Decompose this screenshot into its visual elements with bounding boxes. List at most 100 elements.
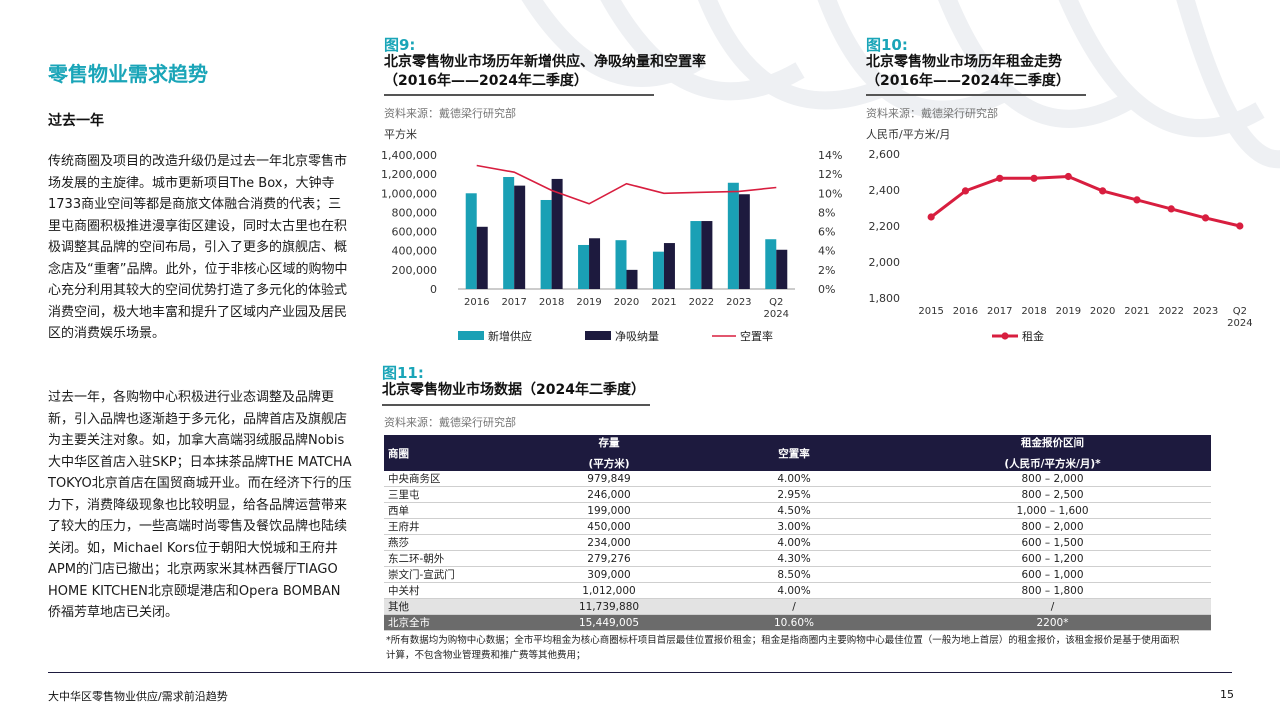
legend-swatch-new-supply bbox=[458, 331, 484, 340]
figure-title: 北京零售物业市场历年新增供应、净吸纳量和空置率 bbox=[384, 54, 706, 70]
cell-stock: 309,000 bbox=[524, 566, 694, 583]
table-row: 三里屯 246,000 2.95% 800 – 2,500 bbox=[384, 486, 1211, 503]
y-tick-label-left: 1,400,000 bbox=[381, 149, 437, 162]
legend-label-vacancy: 空置率 bbox=[740, 329, 773, 343]
cell-stock: 199,000 bbox=[524, 502, 694, 519]
cell-rent: 800 – 1,800 bbox=[894, 582, 1211, 599]
body-paragraph: 过去一年，各购物中心积极进行业态调整及品牌更新，引入品牌也逐渐趋于多元化，品牌首… bbox=[48, 390, 352, 620]
y-tick-label-right: 10% bbox=[818, 187, 842, 200]
y-tick-label-left: 600,000 bbox=[392, 226, 438, 239]
x-tick-label: 2016 bbox=[953, 306, 978, 317]
x-tick-label: 2018 bbox=[539, 297, 564, 308]
cell-rent: 600 – 1,500 bbox=[894, 534, 1211, 551]
cell-stock: 11,739,880 bbox=[524, 598, 694, 615]
bar-new-supply bbox=[727, 182, 739, 289]
y-tick-label: 2,400 bbox=[869, 184, 901, 197]
cell-rent: 600 – 1,200 bbox=[894, 550, 1211, 567]
header-district: 商圈 bbox=[384, 435, 524, 471]
table-row: 东二环-朝外 279,276 4.30% 600 – 1,200 bbox=[384, 550, 1211, 567]
bar-new-supply bbox=[503, 177, 515, 289]
cell-vacancy: / bbox=[694, 598, 894, 615]
cell-stock: 246,000 bbox=[524, 486, 694, 503]
y-tick-label: 2,200 bbox=[869, 220, 901, 233]
bar-net-absorption bbox=[589, 238, 601, 289]
section-title: 零售物业需求趋势 bbox=[48, 62, 208, 86]
cell-rent: 800 – 2,000 bbox=[894, 471, 1211, 487]
cell-vacancy: 4.00% bbox=[694, 534, 894, 551]
header-stock-line1: 存量 bbox=[598, 437, 620, 449]
cell-vacancy: 8.50% bbox=[694, 566, 894, 583]
y-tick-label-right: 8% bbox=[818, 206, 835, 219]
y-tick-label: 2,000 bbox=[869, 256, 901, 269]
rent-point bbox=[1099, 187, 1107, 195]
bar-new-supply bbox=[615, 240, 627, 289]
x-tick-label: 2020 bbox=[614, 297, 639, 308]
y-tick-label-left: 400,000 bbox=[392, 245, 438, 258]
header-vacancy: 空置率 bbox=[694, 435, 894, 471]
x-tick-label: 2022 bbox=[1159, 306, 1184, 317]
y-tick-label-right: 2% bbox=[818, 264, 835, 277]
bar-new-supply bbox=[690, 221, 702, 289]
figure-rule bbox=[866, 94, 1086, 96]
x-tick-label: 2019 bbox=[576, 297, 601, 308]
rent-point bbox=[1201, 214, 1210, 222]
x-tick-label: 2018 bbox=[1021, 306, 1046, 317]
table-footnote: *所有数据均为购物中心数据；全市平均租金为核心商圈标杆项目首层最佳位置报价租金；… bbox=[386, 635, 1180, 661]
rent-trend-chart: 2,600 2,400 2,200 2,000 1,800 2015 2016 2017 201… bbox=[869, 148, 1253, 343]
y-tick-label-left: 0 bbox=[430, 283, 437, 296]
cell-vacancy: 3.00% bbox=[694, 518, 894, 535]
sub-title: 过去一年 bbox=[48, 113, 104, 129]
cell-district: 王府井 bbox=[384, 518, 524, 535]
footer-rule bbox=[48, 672, 1232, 673]
y-tick-label-left: 800,000 bbox=[392, 206, 438, 219]
x-tick-label: 2019 bbox=[1056, 306, 1081, 317]
retail-market-table: 商圈 存量 (平方米) 空置率 租金报价区间 (人民币/平方米/月)* 中央商务… bbox=[384, 435, 1211, 631]
bar-net-absorption bbox=[776, 249, 788, 289]
cell-stock: 979,849 bbox=[524, 471, 694, 487]
header-rent-line2: (人民币/平方米/月)* bbox=[1004, 458, 1101, 470]
table-row: 燕莎 234,000 4.00% 600 – 1,500 bbox=[384, 534, 1211, 551]
legend-marker-rent bbox=[1001, 332, 1009, 340]
figure-label: 图11: bbox=[382, 364, 424, 382]
header-stock: 存量 (平方米) bbox=[524, 435, 694, 471]
cell-district: 东二环-朝外 bbox=[384, 550, 524, 567]
y-tick-label-right: 6% bbox=[818, 226, 835, 239]
figure-title: （2016年——2024年二季度） bbox=[384, 73, 588, 89]
figure-title: 北京零售物业市场历年租金走势 bbox=[866, 54, 1062, 70]
rent-point bbox=[1133, 196, 1141, 204]
cell-stock: 1,012,000 bbox=[524, 582, 694, 599]
header-rent-line1: 租金报价区间 bbox=[1021, 437, 1084, 449]
x-tick-label: 2017 bbox=[501, 297, 526, 308]
cell-rent: 600 – 1,000 bbox=[894, 566, 1211, 583]
x-tick-label: 2023 bbox=[1193, 306, 1218, 317]
header-stock-line2: (平方米) bbox=[588, 458, 630, 470]
axis-unit: 人民币/平方米/月 bbox=[866, 128, 951, 141]
x-tick-label: 2020 bbox=[1090, 306, 1115, 317]
figure-title: （2016年——2024年二季度） bbox=[866, 73, 1070, 89]
cell-district: 中关村 bbox=[384, 582, 524, 599]
x-tick-label: 2017 bbox=[987, 306, 1012, 317]
bar-net-absorption bbox=[701, 221, 713, 289]
y-tick-label: 1,800 bbox=[869, 292, 901, 305]
x-tick-label: Q2 2024 bbox=[1227, 306, 1252, 329]
bar-net-absorption bbox=[738, 194, 750, 289]
table-row: 西单 199,000 4.50% 1,000 – 1,600 bbox=[384, 502, 1211, 519]
cell-vacancy: 4.50% bbox=[694, 502, 894, 519]
cell-district: 北京全市 bbox=[384, 614, 524, 631]
cell-vacancy: 4.00% bbox=[694, 582, 894, 599]
cell-vacancy: 4.00% bbox=[694, 471, 894, 487]
x-tick-label: 2021 bbox=[651, 297, 676, 308]
x-tick-label: 2022 bbox=[689, 297, 714, 308]
cell-stock: 234,000 bbox=[524, 534, 694, 551]
rent-point bbox=[1030, 174, 1038, 182]
x-tick-label: 2015 bbox=[918, 306, 943, 317]
header-rent: 租金报价区间 (人民币/平方米/月)* bbox=[894, 435, 1211, 471]
footer-title: 大中华区零售物业供应/需求前沿趋势 bbox=[48, 690, 228, 703]
bar-new-supply bbox=[465, 193, 477, 289]
x-tick-label: 2021 bbox=[1124, 306, 1149, 317]
y-tick-label-left: 200,000 bbox=[392, 264, 438, 277]
cell-district: 中央商务区 bbox=[384, 471, 524, 487]
bar-net-absorption bbox=[663, 243, 675, 289]
cell-rent: 800 – 2,500 bbox=[894, 486, 1211, 503]
